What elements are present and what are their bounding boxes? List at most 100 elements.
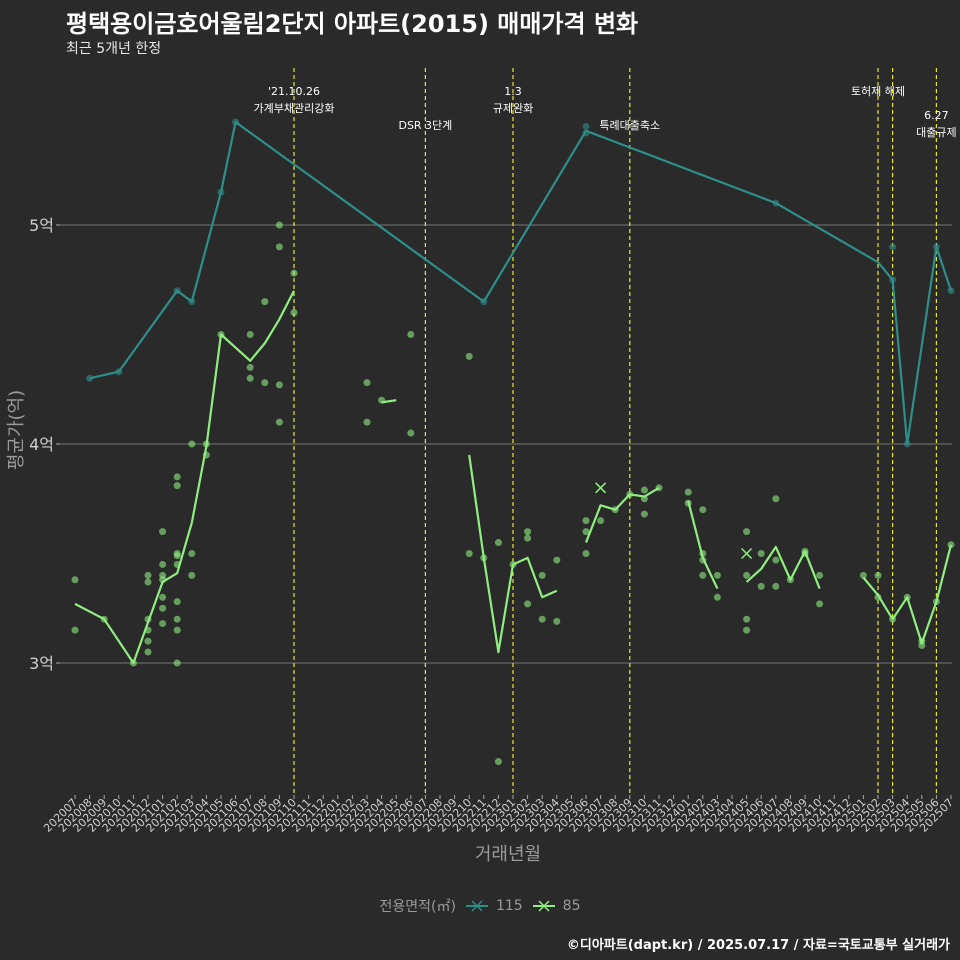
y-tick-label: 3억 <box>29 654 54 673</box>
data-point-85 <box>173 552 181 560</box>
data-point-85 <box>144 648 152 656</box>
event-label: DSR 3단계 <box>398 119 452 132</box>
series-line-85 <box>745 545 821 589</box>
data-point-85 <box>524 534 532 542</box>
data-point-85 <box>465 550 473 557</box>
data-point-85 <box>173 598 181 606</box>
data-point-85 <box>772 556 780 564</box>
data-point-85 <box>699 571 707 579</box>
event-label: 토허제 해제 <box>851 84 905 98</box>
data-point-85 <box>188 571 196 579</box>
data-point-85 <box>582 528 590 536</box>
chart-subtitle: 최근 5개년 한정 <box>66 41 162 57</box>
data-point-85 <box>816 571 824 579</box>
data-point-85 <box>553 617 561 625</box>
data-point-85 <box>538 615 546 623</box>
source-caption: ©디아파트(dapt.kr) / 2025.07.17 / 자료=국토교통부 실… <box>566 938 950 953</box>
y-tick-label: 5억 <box>29 216 54 235</box>
data-point-85 <box>159 604 167 612</box>
legend-title: 전용면적(㎡) <box>379 899 456 915</box>
series-line-85 <box>468 454 558 654</box>
series-line-85 <box>687 500 719 590</box>
data-point-85 <box>275 243 283 251</box>
legend-item-115: 115 <box>464 898 523 914</box>
data-point-85 <box>743 571 751 579</box>
data-point-85 <box>743 615 751 623</box>
data-point-85 <box>173 473 181 481</box>
data-point-85 <box>684 488 692 496</box>
data-point-85 <box>261 298 269 306</box>
data-point-85 <box>246 331 254 338</box>
legend-item-85: 85 <box>531 898 581 914</box>
data-point-85 <box>874 571 882 579</box>
data-point-85 <box>538 571 546 579</box>
data-point-85 <box>407 429 415 437</box>
cross-point-85 <box>741 547 753 560</box>
data-point-85 <box>144 637 152 645</box>
event-label: 6.27 <box>924 109 949 122</box>
x-axis-title: 거래년월 <box>475 844 541 865</box>
chart-title: 평택용이금호어울림2단지 아파트(2015) 매매가격 변화 <box>66 10 639 38</box>
data-point-85 <box>246 374 254 382</box>
data-point-85 <box>743 626 751 634</box>
data-point-85 <box>159 620 167 628</box>
data-point-85 <box>261 379 269 387</box>
data-point-85 <box>188 550 196 557</box>
series-line-85 <box>381 399 397 404</box>
data-point-85 <box>772 495 780 503</box>
data-point-85 <box>582 517 590 525</box>
legend: 전용면적(㎡) 115 85 <box>0 896 960 916</box>
data-point-85 <box>772 582 780 590</box>
event-label: 규제완화 <box>493 102 533 115</box>
data-point-85 <box>144 571 152 579</box>
data-point-85 <box>582 550 590 557</box>
data-point-85 <box>173 615 181 623</box>
data-point-85 <box>275 418 283 426</box>
data-point-85 <box>713 593 721 601</box>
data-point-85 <box>290 269 298 277</box>
data-point-85 <box>290 309 298 317</box>
data-point-85 <box>159 528 167 536</box>
grid-lines <box>56 224 952 799</box>
series-lines <box>74 120 953 665</box>
data-point-85 <box>188 440 196 448</box>
data-point-85 <box>173 659 181 667</box>
data-point-85 <box>275 221 283 229</box>
data-point-85 <box>524 600 532 608</box>
data-point-85 <box>363 379 371 387</box>
data-point-85 <box>407 331 415 338</box>
data-point-85 <box>173 482 181 490</box>
axis-labels: 3억4억5억2020072020082020092020102020112020… <box>29 216 956 835</box>
legend-label-115: 115 <box>495 898 523 914</box>
data-point-85 <box>159 560 167 568</box>
legend-key-115 <box>465 900 488 912</box>
data-point-85 <box>275 381 283 389</box>
event-label: 가계부채관리강화 <box>254 102 335 115</box>
event-label: 대출규제 <box>916 126 956 139</box>
data-point-85 <box>494 758 502 766</box>
data-point-85 <box>494 539 502 547</box>
y-tick-label: 4억 <box>29 435 54 454</box>
data-point-85 <box>553 556 561 564</box>
data-point-85 <box>246 363 254 371</box>
data-point-85 <box>524 528 532 536</box>
cross-point-85 <box>595 482 607 494</box>
data-point-85 <box>597 517 605 525</box>
series-line-85 <box>584 486 660 543</box>
data-point-85 <box>465 352 473 360</box>
data-point-115 <box>889 243 897 251</box>
data-point-85 <box>640 510 648 518</box>
data-point-85 <box>743 528 751 536</box>
series-line-85 <box>862 544 953 645</box>
data-point-85 <box>159 593 167 601</box>
data-point-85 <box>918 641 926 649</box>
data-point-85 <box>173 626 181 634</box>
series-line-115 <box>89 120 953 446</box>
data-point-85 <box>144 578 152 586</box>
event-label: 특례대출축소 <box>599 119 660 132</box>
event-label: 1.3 <box>504 85 522 98</box>
data-point-85 <box>713 571 721 579</box>
data-point-85 <box>757 550 765 557</box>
